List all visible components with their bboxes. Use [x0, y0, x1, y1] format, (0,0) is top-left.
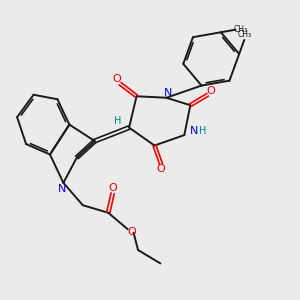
Text: N: N: [164, 88, 172, 98]
Text: CH₃: CH₃: [238, 30, 252, 39]
Text: CH₃: CH₃: [234, 25, 248, 34]
Text: O: O: [108, 183, 117, 193]
Text: O: O: [157, 164, 165, 174]
Text: H: H: [114, 116, 122, 126]
Text: O: O: [207, 86, 216, 96]
Text: O: O: [113, 74, 122, 84]
Text: O: O: [128, 227, 136, 237]
Text: N: N: [190, 127, 198, 136]
Text: N: N: [58, 184, 66, 194]
Text: H: H: [199, 127, 206, 136]
